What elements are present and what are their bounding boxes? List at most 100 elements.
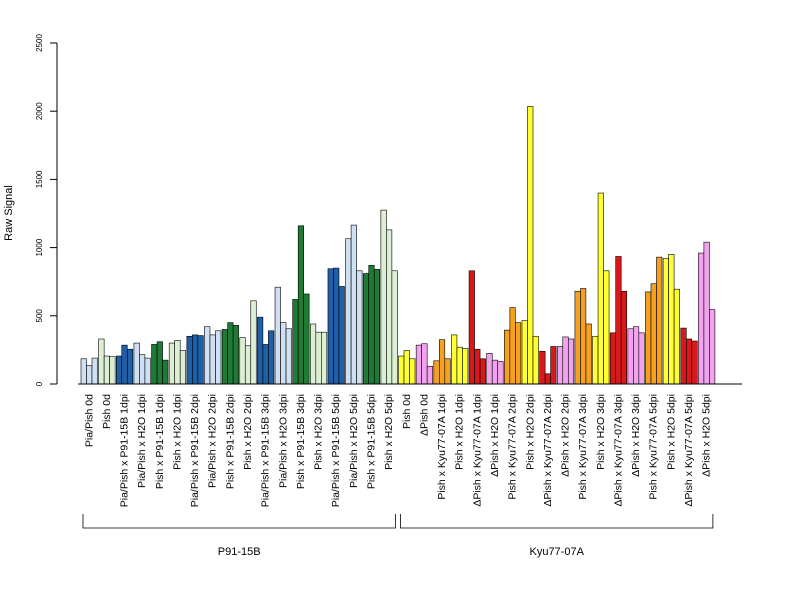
bar — [444, 358, 451, 385]
bar — [574, 290, 581, 385]
bar — [474, 348, 481, 385]
y-axis: 0 500 1000 1500 2000 2500 — [35, 34, 58, 386]
bar — [650, 283, 657, 385]
group-brackets: P91-15B Kyu77-07A — [82, 514, 714, 558]
x-tick-label: Pia/Pish x P91-15B 3dpi — [260, 394, 272, 507]
x-tick-label: ΔPish x Kyu77-07A 2dpi — [542, 394, 554, 507]
bar — [109, 356, 116, 385]
x-tick-label: ΔPish x Kyu77-07A 3dpi — [612, 394, 624, 507]
x-tick-label: Pia/Pish x P91-15B 1dpi — [119, 394, 131, 507]
bar — [115, 355, 123, 385]
bar — [550, 346, 557, 385]
bar — [451, 334, 458, 385]
bar — [627, 328, 634, 385]
bar — [468, 270, 475, 385]
bar — [156, 341, 163, 385]
bar — [638, 332, 645, 385]
bar — [609, 332, 617, 385]
bar — [133, 342, 140, 385]
x-tick-label: ΔPish x H2O 5dpi — [701, 394, 713, 477]
x-tick-label: Pish x Kyu77-07A 3dpi — [577, 394, 589, 500]
bar — [292, 299, 299, 385]
x-tick-label: Pish x H2O 1dpi — [454, 394, 466, 470]
x-tick-label: ΔPish x Kyu77-07A 5dpi — [683, 394, 695, 507]
bar — [539, 350, 546, 385]
x-tick-label: Pish x P91-15B 1dpi — [154, 394, 166, 489]
bar — [497, 361, 504, 385]
x-tick-label: Pish x P91-15B 5dpi — [365, 394, 377, 489]
bar — [368, 265, 375, 385]
x-tick-label: Pia/Pish x H2O 1dpi — [136, 394, 148, 488]
bar — [698, 252, 705, 385]
bar — [462, 348, 469, 385]
bar — [280, 322, 287, 385]
bar — [685, 338, 693, 385]
bar — [174, 340, 181, 385]
x-tick-label: Pish x H2O 2dpi — [242, 394, 254, 470]
bar — [479, 358, 486, 385]
bar — [527, 106, 534, 385]
bar — [620, 290, 628, 385]
bar — [350, 224, 357, 385]
bar — [409, 358, 416, 385]
bars-layer — [80, 106, 716, 385]
x-tick-label: Pish x P91-15B 2dpi — [224, 394, 236, 489]
x-tick-label: Pish x H2O 1dpi — [171, 394, 183, 470]
x-tick-label: Pish x Kyu77-07A 2dpi — [507, 394, 519, 500]
x-tick-labels: Pia/Pish 0d Pish 0d Pia/Pish x P91-15B 1dp… — [83, 394, 712, 507]
bar — [380, 209, 387, 385]
bar — [580, 288, 587, 385]
x-tick-label: Pish x H2O 5dpi — [665, 394, 677, 470]
bar — [274, 286, 281, 385]
group-label: Kyu77-07A — [529, 546, 584, 558]
bar — [221, 329, 228, 385]
bar — [179, 350, 186, 385]
bar — [521, 320, 528, 385]
bar — [673, 288, 680, 385]
bar — [250, 300, 257, 385]
x-tick-label: Pish x P91-15B 3dpi — [295, 394, 307, 489]
bar — [398, 355, 405, 385]
x-tick-label: Pia/Pish x H2O 2dpi — [207, 394, 219, 488]
x-tick-label: ΔPish x H2O 3dpi — [630, 394, 642, 477]
bar — [386, 229, 393, 385]
bar — [297, 225, 304, 385]
bar — [232, 325, 239, 385]
bar — [204, 326, 211, 385]
group-label: P91-15B — [218, 546, 261, 558]
bar — [491, 359, 499, 385]
x-tick-label: Pish 0d — [101, 394, 113, 429]
bar — [615, 256, 622, 385]
x-tick-label: Pish 0d — [401, 394, 413, 429]
x-tick-label: Pish x H2O 5dpi — [383, 394, 395, 470]
x-tick-label: Pia/Pish x H2O 3dpi — [277, 394, 289, 488]
bar — [633, 326, 640, 385]
y-axis-label: Raw Signal — [3, 185, 15, 241]
bar — [186, 335, 193, 385]
x-tick-label: ΔPish 0d — [418, 394, 430, 436]
x-tick-label: Pish x H2O 2dpi — [524, 394, 536, 470]
bar — [338, 286, 345, 385]
bar — [262, 344, 269, 385]
x-tick-label: Pish x Kyu77-07A 5dpi — [648, 394, 660, 500]
bar — [257, 316, 264, 385]
x-tick-label: Pia/Pish x H2O 5dpi — [348, 394, 360, 488]
y-tick-label: 2000 — [35, 102, 44, 120]
bar — [415, 344, 422, 385]
bar — [592, 335, 599, 385]
bar — [303, 293, 310, 385]
x-tick-label: Pia/Pish 0d — [83, 394, 95, 447]
bar — [91, 357, 98, 385]
bar — [333, 267, 340, 385]
bar — [515, 322, 522, 385]
x-tick-label: ΔPish x Kyu77-07A 1dpi — [471, 394, 483, 507]
bar — [504, 329, 511, 385]
bar — [603, 270, 610, 385]
bar — [421, 343, 428, 385]
bar — [345, 238, 352, 385]
x-tick-label: Pia/Pish x P91-15B 2dpi — [189, 394, 201, 507]
y-tick-label: 1000 — [35, 238, 44, 256]
x-tick-label: ΔPish x H2O 1dpi — [489, 394, 501, 477]
bar — [310, 323, 317, 385]
